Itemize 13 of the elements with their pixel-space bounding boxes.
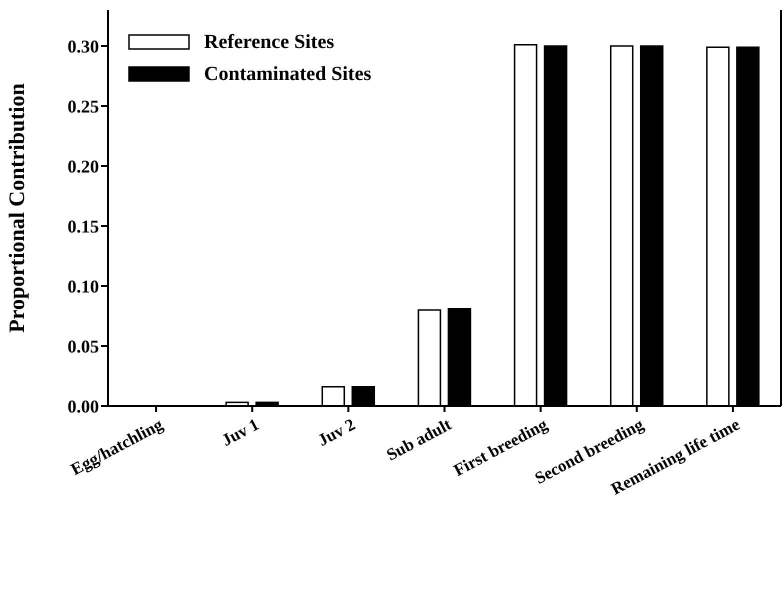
x-tick-label: Juv 2 xyxy=(314,414,358,450)
x-tick-label: Sub adult xyxy=(383,414,455,465)
y-tick-label: 0.00 xyxy=(68,396,99,416)
y-tick-label: 0.05 xyxy=(68,336,99,356)
x-tick-label: Juv 1 xyxy=(218,414,262,450)
y-tick-label: 0.10 xyxy=(68,276,99,296)
legend-label: Reference Sites xyxy=(204,30,334,54)
y-tick-label: 0.20 xyxy=(68,156,99,176)
y-tick-label: 0.30 xyxy=(68,36,99,56)
y-tick-label: 0.15 xyxy=(68,216,99,236)
y-tick-label: 0.25 xyxy=(68,96,99,116)
legend-label: Contaminated Sites xyxy=(204,62,372,86)
y-axis-title: Proportional Contribution xyxy=(4,83,29,333)
